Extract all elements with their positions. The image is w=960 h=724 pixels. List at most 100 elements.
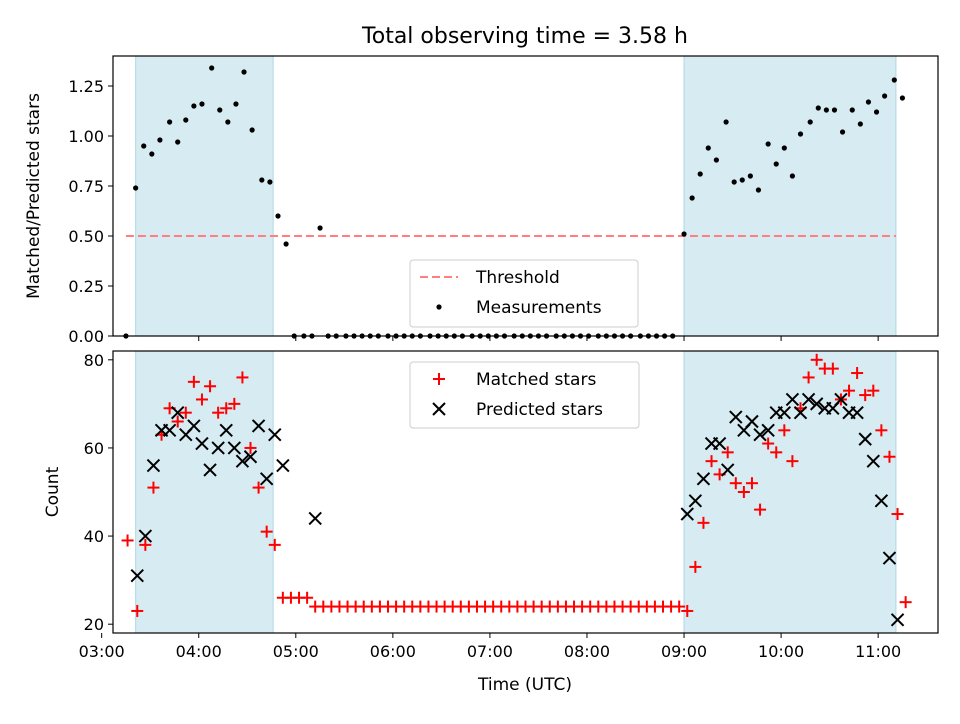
legend-matched-swatch	[433, 373, 445, 385]
x-tick-label: 10:00	[758, 642, 804, 661]
y-tick-label: 0.25	[68, 277, 104, 296]
matched-star-point	[681, 604, 694, 617]
matched-star-point	[139, 538, 152, 551]
x-tick-label: 04:00	[176, 642, 222, 661]
predicted-star-point	[777, 405, 792, 420]
matched-star-point	[252, 481, 265, 494]
matched-star-point	[171, 415, 184, 428]
legend-measurements-label: Measurements	[476, 298, 602, 318]
measurement-point	[723, 119, 729, 125]
predicted-star-point	[308, 511, 322, 526]
predicted-star-point	[866, 454, 881, 468]
measurement-point	[241, 69, 247, 75]
y-tick-label: 60	[84, 439, 104, 458]
chart-title: Total observing time = 3.58 h	[361, 24, 688, 49]
measurement-point	[157, 137, 163, 143]
measurement-point	[873, 109, 880, 115]
predicted-star-point	[195, 436, 209, 451]
measurement-point	[815, 105, 821, 111]
matched-star-point	[826, 362, 839, 375]
matched-star-point	[883, 450, 896, 463]
predicted-star-point	[745, 414, 759, 429]
predicted-star-point	[227, 441, 242, 455]
matched-star-point	[754, 503, 767, 516]
x-tick-label: 06:00	[370, 642, 416, 661]
measurement-point	[882, 93, 888, 99]
predicted-star-point	[720, 463, 735, 477]
measurement-point	[731, 179, 737, 185]
shaded-interval-1	[135, 55, 274, 337]
top-y-axis-label: Matched/Predicted stars	[24, 93, 44, 299]
x-tick-label: 11:00	[855, 642, 901, 661]
measurement-point	[267, 179, 273, 185]
top-plot-frame	[112, 55, 939, 337]
matched-star-point	[244, 441, 257, 454]
top-legend: Threshold Measurements	[409, 259, 639, 328]
bottom-plot-frame	[112, 350, 939, 634]
legend-measurements-swatch	[436, 304, 442, 310]
predicted-star-point	[268, 428, 282, 442]
measurement-point	[765, 141, 771, 147]
measurement-point	[849, 107, 855, 113]
matched-star-point	[770, 446, 783, 459]
y-tick-label: 0.50	[68, 227, 104, 246]
x-tick-label: 08:00	[564, 642, 610, 661]
bottom-y-axis-label: Count	[43, 466, 63, 517]
predicted-star-point	[785, 392, 800, 407]
measurement-point	[789, 173, 796, 179]
measurement-point	[199, 101, 205, 107]
matched-star-point	[121, 534, 134, 547]
matched-star-point	[301, 591, 314, 604]
measurement-point	[167, 119, 173, 125]
predicted-star-point	[858, 432, 872, 446]
measurement-point	[839, 129, 846, 135]
matched-star-point	[268, 538, 281, 551]
y-tick-label: 80	[84, 351, 104, 370]
measurement-point	[807, 119, 813, 125]
measurement-point	[899, 95, 906, 101]
measurement-point	[275, 213, 281, 219]
measurement-point	[823, 107, 829, 113]
top-panel: 0.00 0.25 0.50 0.75 1.00 1.25 Total observing…	[24, 24, 939, 346]
measurement-point	[183, 117, 189, 123]
top-legend-box	[409, 259, 639, 328]
measurement-point	[249, 127, 255, 133]
predicted-star-point	[130, 569, 144, 583]
y-tick-label: 20	[84, 615, 104, 634]
predicted-star-point	[259, 472, 274, 486]
matched-star-point	[899, 596, 912, 609]
y-tick-label: 0.00	[68, 327, 104, 346]
predicted-star-point	[235, 454, 250, 468]
predicted-star-point	[146, 458, 161, 473]
matched-star-point	[778, 424, 791, 437]
predicted-star-point	[696, 472, 711, 486]
predicted-star-point	[162, 423, 177, 438]
x-tick-label: 09:00	[661, 642, 707, 661]
predicted-star-point	[834, 392, 848, 407]
legend-predicted-label: Predicted stars	[476, 400, 603, 420]
predicted-star-point	[809, 397, 824, 411]
predicted-star-point	[276, 458, 290, 473]
matched-star-point	[195, 393, 208, 406]
matched-star-point	[762, 437, 775, 450]
predicted-star-point	[753, 428, 767, 442]
predicted-star-point	[712, 436, 727, 451]
predicted-star-point	[688, 494, 703, 508]
matched-star-point	[786, 455, 799, 468]
measurement-point	[149, 151, 155, 157]
x-tick-label: 03:00	[79, 642, 125, 661]
matched-star-point	[673, 600, 686, 613]
matched-star-point	[859, 389, 872, 402]
measurement-point	[891, 77, 897, 83]
measurement-point	[233, 101, 239, 107]
predicted-star-point	[243, 450, 258, 464]
predicted-star-point	[219, 423, 233, 438]
measurement-point	[755, 187, 762, 193]
matched-star-point	[236, 371, 249, 384]
predicted-star-point	[203, 463, 217, 477]
matched-star-point	[131, 604, 144, 617]
matched-star-point	[228, 397, 241, 410]
matched-star-point	[802, 371, 815, 384]
legend-threshold-label: Threshold	[475, 268, 560, 288]
measurement-point	[857, 121, 863, 127]
